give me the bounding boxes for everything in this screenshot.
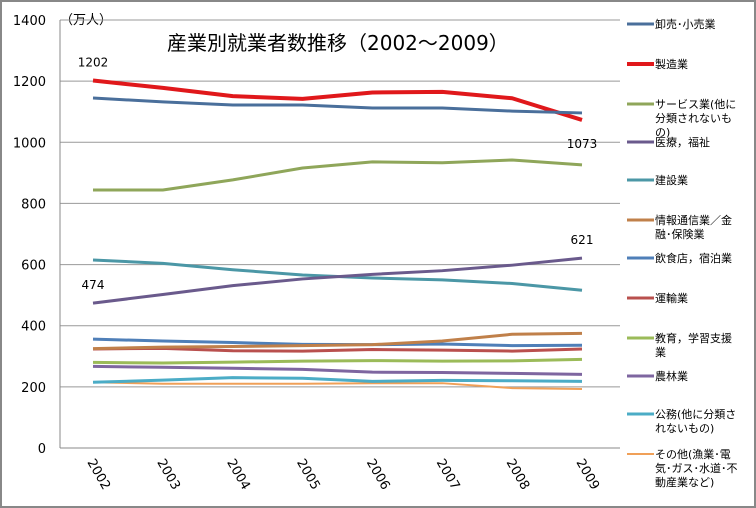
legend-label: 農林業 bbox=[655, 369, 688, 383]
legend-label: 情報通信業／金融･保険業 bbox=[655, 213, 732, 241]
data-label: 1202 bbox=[78, 56, 109, 70]
y-tick-label: 1000 bbox=[13, 136, 46, 151]
series-line bbox=[92, 376, 583, 384]
series-line bbox=[92, 331, 583, 351]
series-line bbox=[92, 256, 583, 305]
y-tick-label: 600 bbox=[21, 259, 46, 274]
x-tick-label: 2008 bbox=[503, 457, 533, 493]
legend-label: 製造業 bbox=[655, 57, 688, 71]
x-tick-label: 2006 bbox=[363, 457, 393, 493]
x-tick-label: 2003 bbox=[153, 457, 183, 493]
data-label: 1073 bbox=[567, 137, 598, 151]
legend-label: 卸売･小売業 bbox=[655, 17, 716, 31]
series-line bbox=[92, 346, 583, 353]
x-tick-label: 2004 bbox=[223, 457, 253, 493]
legend-label: 公務(他に分類されないもの) bbox=[655, 407, 736, 435]
data-label: 621 bbox=[571, 233, 594, 247]
legend-label: その他(漁業･電気･ガス･水道･不動産業など) bbox=[655, 447, 738, 489]
x-tick-label: 2009 bbox=[573, 457, 603, 493]
legend-label: 飲食店，宿泊業 bbox=[655, 251, 732, 265]
y-tick-label: 0 bbox=[38, 442, 46, 457]
legend-label: 教育，学習支援業 bbox=[655, 331, 732, 359]
legend-label: 運輸業 bbox=[655, 291, 688, 305]
legend-label: 医療，福祉 bbox=[655, 135, 710, 149]
y-tick-label: 200 bbox=[21, 381, 46, 396]
x-tick-label: 2002 bbox=[84, 457, 114, 493]
y-tick-label: 400 bbox=[21, 320, 46, 335]
data-label: 474 bbox=[82, 278, 105, 292]
y-tick-label: 800 bbox=[21, 197, 46, 212]
series-line bbox=[92, 357, 583, 365]
x-tick-label: 2005 bbox=[293, 457, 323, 493]
legend-label: 建設業 bbox=[655, 173, 688, 187]
series-line bbox=[92, 364, 583, 376]
x-tick-label: 2007 bbox=[433, 457, 463, 493]
chart-title: 産業別就業者数推移（2002〜2009） bbox=[167, 31, 509, 55]
series-line bbox=[92, 78, 583, 122]
legend-label: サービス業(他に分類されないもの) bbox=[655, 98, 736, 139]
series-line bbox=[92, 96, 583, 115]
series-line bbox=[92, 381, 583, 390]
y-tick-label: 1200 bbox=[13, 75, 46, 90]
y-tick-label: 1400 bbox=[13, 14, 46, 29]
series-line bbox=[93, 158, 583, 192]
